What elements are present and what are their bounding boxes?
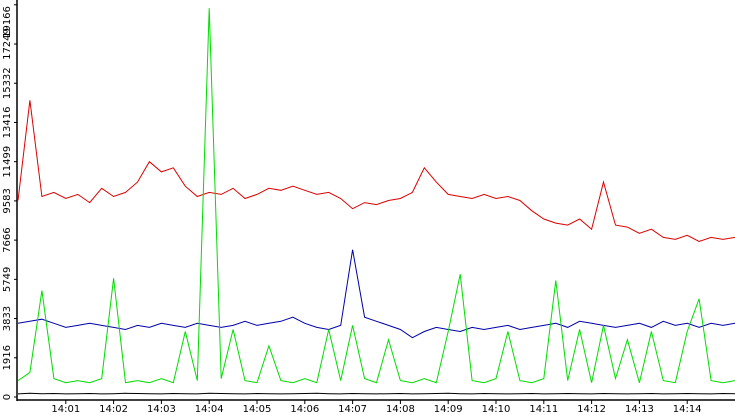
x-tick-label: 14:06	[290, 404, 319, 415]
x-tick-label: 14:02	[99, 404, 128, 415]
x-tick-label: 14:09	[434, 404, 463, 415]
x-tick-label: 14:14	[673, 404, 702, 415]
x-tick-label: 14:01	[51, 404, 80, 415]
x-tick-label: 14:07	[338, 404, 367, 415]
x-tick-label: 14:13	[625, 404, 654, 415]
y-tick-label: 15332	[2, 67, 13, 99]
series-line	[17, 249, 735, 339]
x-tick-label: 14:08	[386, 404, 415, 415]
y-tick-label: 19166	[2, 6, 13, 38]
y-tick-label: 17249	[2, 28, 13, 60]
y-tick-label: 7666	[2, 227, 13, 252]
x-tick-label: 14:05	[243, 404, 272, 415]
y-tick-label: 9583	[2, 188, 13, 213]
x-tick-label: 14:10	[482, 404, 511, 415]
y-tick-label: 1916	[2, 345, 13, 370]
y-tick-label: 13416	[2, 107, 13, 139]
series-line	[17, 100, 735, 243]
y-tick-label: 3833	[2, 306, 13, 331]
y-tick-label: 5749	[2, 267, 13, 292]
y-tick-label: 11499	[2, 146, 13, 178]
x-tick-label: 14:03	[147, 404, 176, 415]
series-line	[17, 8, 735, 384]
x-tick-label: 14:04	[195, 404, 224, 415]
x-tick-label: 14:12	[577, 404, 606, 415]
series-line	[17, 392, 735, 395]
x-tick-label: 14:11	[529, 404, 558, 415]
y-tick-label: 0	[2, 394, 13, 400]
